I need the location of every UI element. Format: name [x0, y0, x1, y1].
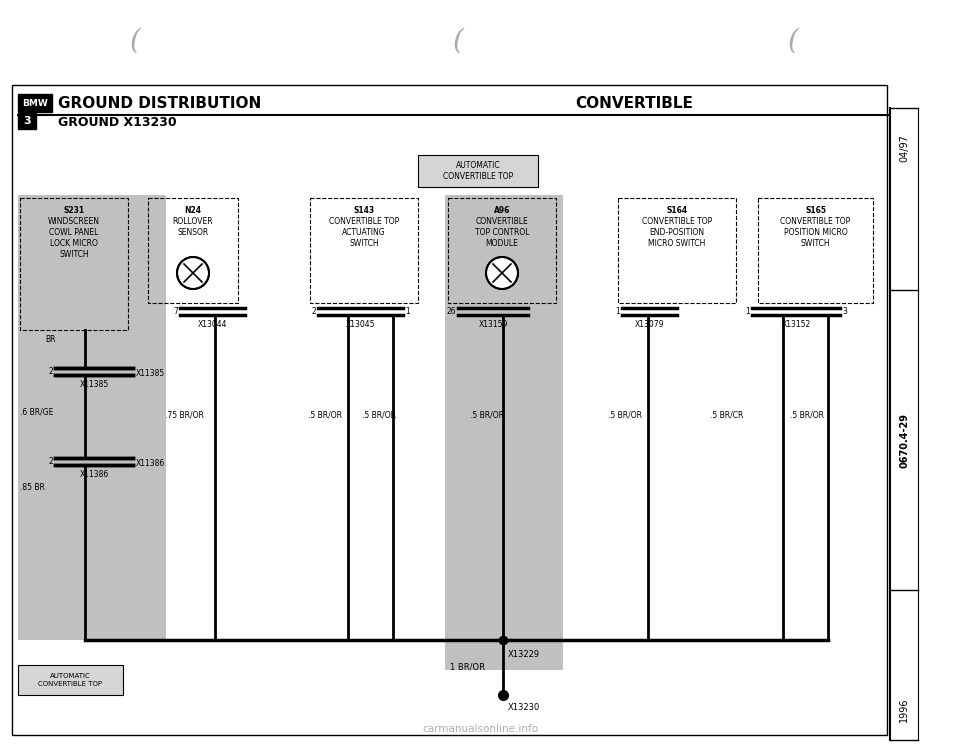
- Text: ROLLOVER: ROLLOVER: [173, 217, 213, 226]
- Text: (: (: [130, 28, 140, 55]
- Text: S165: S165: [805, 206, 826, 215]
- Text: SENSOR: SENSOR: [178, 228, 208, 237]
- Text: ACTUATING: ACTUATING: [342, 228, 386, 237]
- Text: 1996: 1996: [899, 698, 909, 722]
- Bar: [418, 155, 538, 187]
- Text: LOCK MICRO: LOCK MICRO: [50, 239, 98, 248]
- Text: 0670.4-29: 0670.4-29: [899, 412, 909, 467]
- Text: POSITION MICRO: POSITION MICRO: [783, 228, 848, 237]
- Bar: [18, 113, 36, 129]
- Text: X13079: X13079: [635, 320, 664, 329]
- Text: 1: 1: [615, 307, 620, 315]
- Text: AUTOMATIC
CONVERTIBLE TOP: AUTOMATIC CONVERTIBLE TOP: [38, 673, 103, 687]
- Text: .85 BR: .85 BR: [20, 484, 45, 493]
- Text: X11386: X11386: [136, 458, 165, 467]
- Text: A96: A96: [493, 206, 510, 215]
- Circle shape: [177, 257, 209, 289]
- Text: END-POSITION: END-POSITION: [649, 228, 705, 237]
- Text: CONVERTIBLE TOP: CONVERTIBLE TOP: [329, 217, 399, 226]
- Bar: [12, 85, 887, 735]
- Text: X13152: X13152: [781, 320, 810, 329]
- Text: S143: S143: [353, 206, 374, 215]
- Text: COWL PANEL: COWL PANEL: [49, 228, 99, 237]
- Bar: [148, 198, 238, 303]
- Text: 7: 7: [173, 307, 178, 315]
- Bar: [18, 195, 166, 640]
- Text: X13045: X13045: [346, 320, 375, 329]
- Text: S231: S231: [63, 206, 84, 215]
- Text: BR: BR: [45, 336, 56, 344]
- Text: CONVERTIBLE TOP: CONVERTIBLE TOP: [642, 217, 712, 226]
- Text: TOP CONTROL: TOP CONTROL: [475, 228, 529, 237]
- Text: 04/97: 04/97: [899, 134, 909, 162]
- Text: X13159: X13159: [478, 320, 508, 329]
- Text: 1: 1: [745, 307, 750, 315]
- Text: S164: S164: [666, 206, 687, 215]
- Text: 26: 26: [446, 307, 456, 315]
- Text: SWITCH: SWITCH: [349, 239, 379, 248]
- Text: .75 BR/OR: .75 BR/OR: [165, 411, 204, 420]
- Text: GROUND X13230: GROUND X13230: [58, 117, 177, 129]
- Text: .5 BR/OR: .5 BR/OR: [608, 411, 642, 420]
- Text: 1 BR/OR: 1 BR/OR: [450, 663, 486, 672]
- Text: 2: 2: [311, 307, 316, 315]
- Text: carmanualsonline.info: carmanualsonline.info: [422, 724, 538, 734]
- Bar: [758, 198, 873, 303]
- Bar: [18, 94, 52, 112]
- Text: CONVERTIBLE: CONVERTIBLE: [575, 95, 693, 111]
- Text: 2: 2: [48, 367, 53, 376]
- Bar: [20, 198, 128, 330]
- Text: X11385: X11385: [80, 380, 108, 389]
- Text: CONVERTIBLE: CONVERTIBLE: [475, 217, 528, 226]
- Text: N24: N24: [184, 206, 202, 215]
- Circle shape: [486, 257, 518, 289]
- Text: .5 BR/OR: .5 BR/OR: [470, 411, 504, 420]
- Text: SWITCH: SWITCH: [60, 250, 89, 259]
- Text: 2: 2: [48, 457, 53, 466]
- Text: MODULE: MODULE: [486, 239, 518, 248]
- Text: .5 BR/OR: .5 BR/OR: [362, 411, 396, 420]
- Text: CONVERTIBLE TOP: CONVERTIBLE TOP: [780, 217, 851, 226]
- Text: 3: 3: [23, 116, 31, 126]
- Text: (: (: [787, 28, 799, 55]
- Text: BMW: BMW: [22, 98, 48, 107]
- Text: .5 BR/OR: .5 BR/OR: [790, 411, 824, 420]
- Text: .5 BR/CR: .5 BR/CR: [710, 411, 743, 420]
- Text: AUTOMATIC
CONVERTIBLE TOP: AUTOMATIC CONVERTIBLE TOP: [443, 161, 514, 182]
- Bar: [445, 195, 563, 670]
- Text: .5 BR/OR: .5 BR/OR: [308, 411, 342, 420]
- Text: MICRO SWITCH: MICRO SWITCH: [648, 239, 706, 248]
- Text: WINDSCREEN: WINDSCREEN: [48, 217, 100, 226]
- Bar: [310, 198, 418, 303]
- Text: X13044: X13044: [198, 320, 228, 329]
- Text: X13230: X13230: [508, 703, 540, 712]
- Text: .6 BR/GE: .6 BR/GE: [20, 408, 54, 417]
- Text: X13229: X13229: [508, 650, 540, 659]
- Text: SWITCH: SWITCH: [801, 239, 830, 248]
- Text: 1: 1: [405, 307, 410, 315]
- Text: X11385: X11385: [136, 368, 165, 377]
- Text: GROUND DISTRIBUTION: GROUND DISTRIBUTION: [58, 95, 261, 111]
- Text: 3: 3: [842, 307, 847, 315]
- Text: X11386: X11386: [80, 470, 108, 479]
- Bar: [618, 198, 736, 303]
- Bar: [18, 665, 123, 695]
- Bar: [448, 198, 556, 303]
- Text: (: (: [452, 28, 464, 55]
